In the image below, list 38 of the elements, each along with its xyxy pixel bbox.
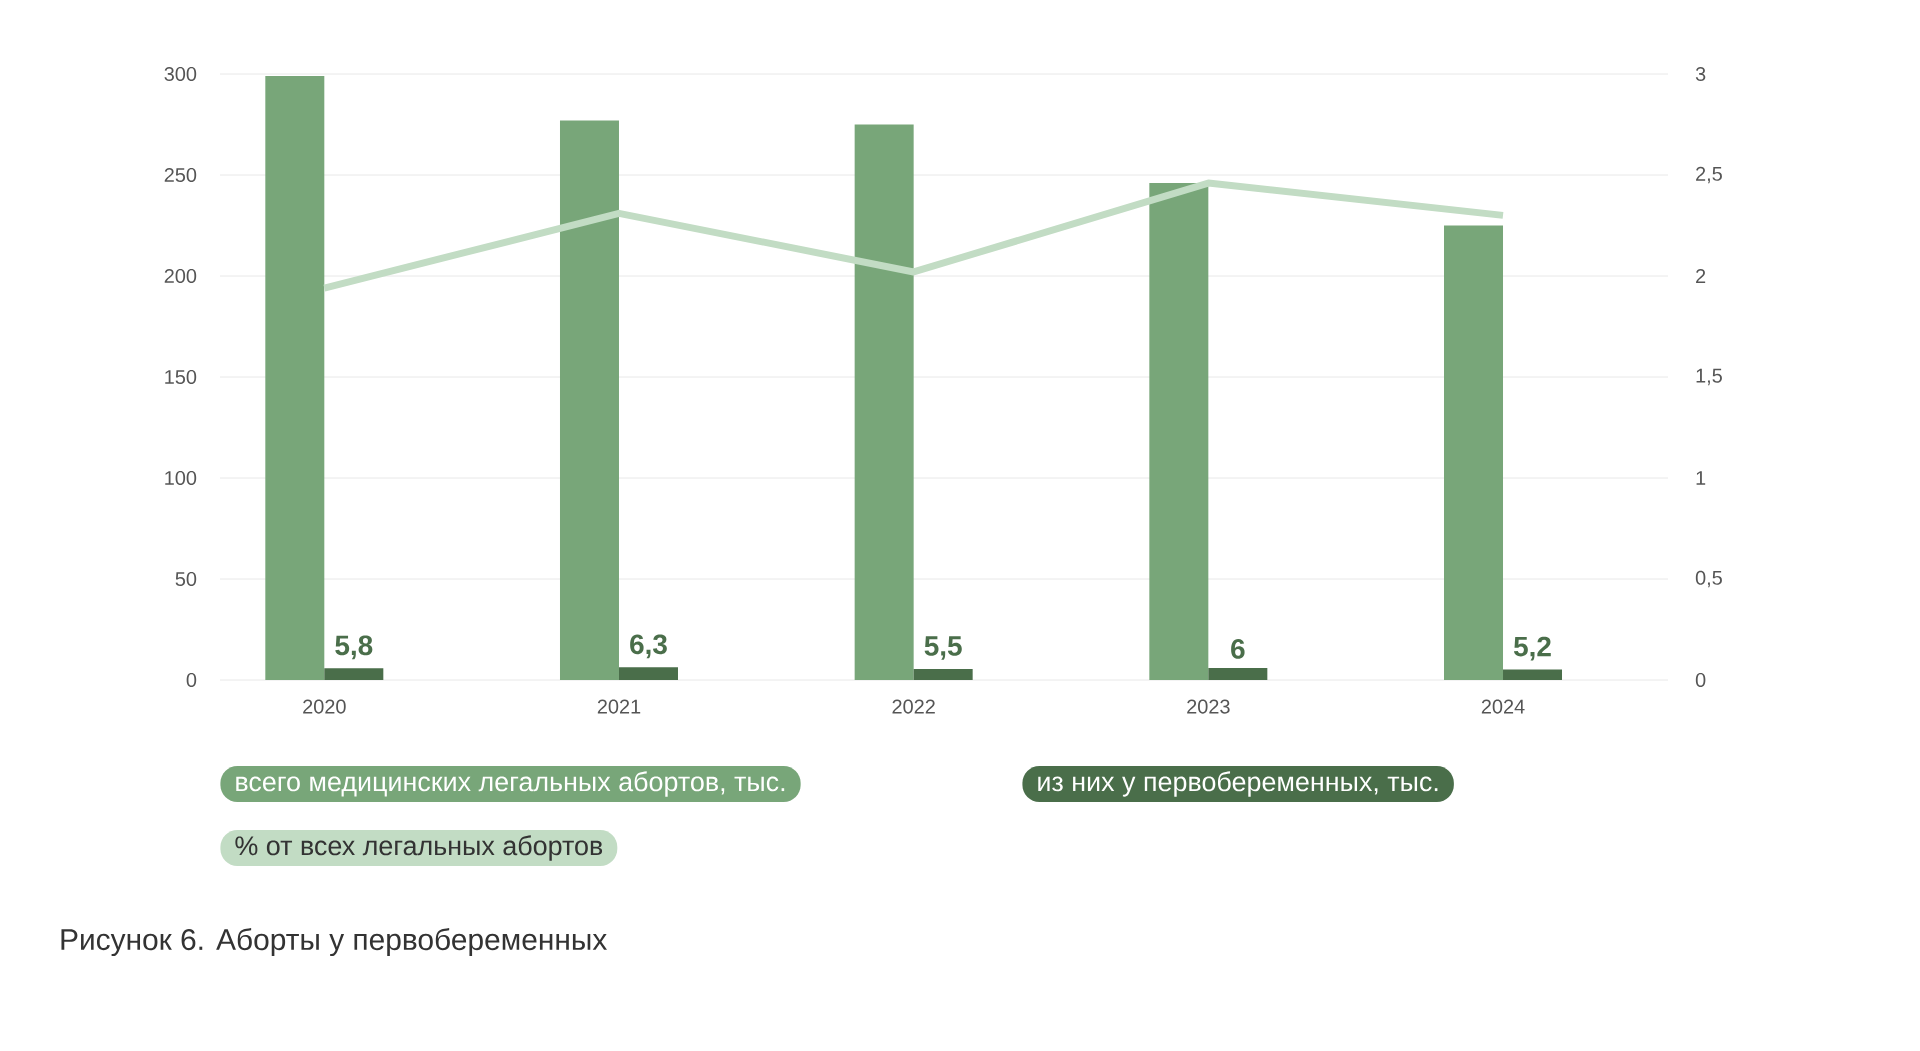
bar (1503, 669, 1563, 680)
y-tick-label: 150 (165, 369, 197, 385)
data-label: 5,8 (335, 635, 373, 660)
data-label: 5,2 (1513, 636, 1551, 661)
y2-tick-label: 3 (1695, 66, 1706, 82)
bar (1444, 225, 1504, 680)
y2-tick-label: 0 (1695, 672, 1706, 688)
y-tick-label: 300 (164, 66, 197, 82)
x-tick-label: 2024 (1481, 699, 1525, 714)
bar (265, 76, 325, 680)
bar (559, 120, 619, 680)
x-tick-label: 2021 (597, 699, 641, 714)
y-tick-label: 200 (164, 268, 197, 284)
bar (913, 668, 973, 680)
bar (1208, 667, 1268, 680)
y2-tick-label: 1 (1696, 471, 1706, 485)
y2-tick-label: 1,5 (1696, 368, 1722, 386)
bar (324, 668, 384, 680)
bar (618, 667, 678, 680)
y2-tick-label: 2,5 (1696, 166, 1722, 184)
text: всего медицинских легальных абортов, тыс. (236, 771, 785, 797)
data-label: 6,3 (630, 634, 667, 659)
bar (1149, 183, 1209, 680)
y-tick-label: 100 (165, 470, 197, 486)
y-tick-label: 50 (175, 571, 197, 587)
text: из них у первобеременных, тыс. (1038, 771, 1438, 797)
x-tick-label: 2023 (1187, 699, 1230, 714)
y-tick-label: 0 (186, 672, 197, 688)
x-tick-label: 2022 (892, 699, 935, 714)
y2-tick-label: 2 (1696, 269, 1706, 283)
text: % от всех легальных абортов (235, 835, 603, 861)
y2-tick-label: 0,5 (1695, 570, 1722, 588)
x-tick-label: 2020 (303, 699, 346, 714)
data-label: 6 (1231, 639, 1245, 659)
bar (854, 124, 914, 680)
data-label: 5,5 (924, 636, 962, 660)
y-tick-label: 250 (164, 167, 197, 183)
text: Рисунок 6. Аборты у первобеременных (61, 927, 607, 957)
